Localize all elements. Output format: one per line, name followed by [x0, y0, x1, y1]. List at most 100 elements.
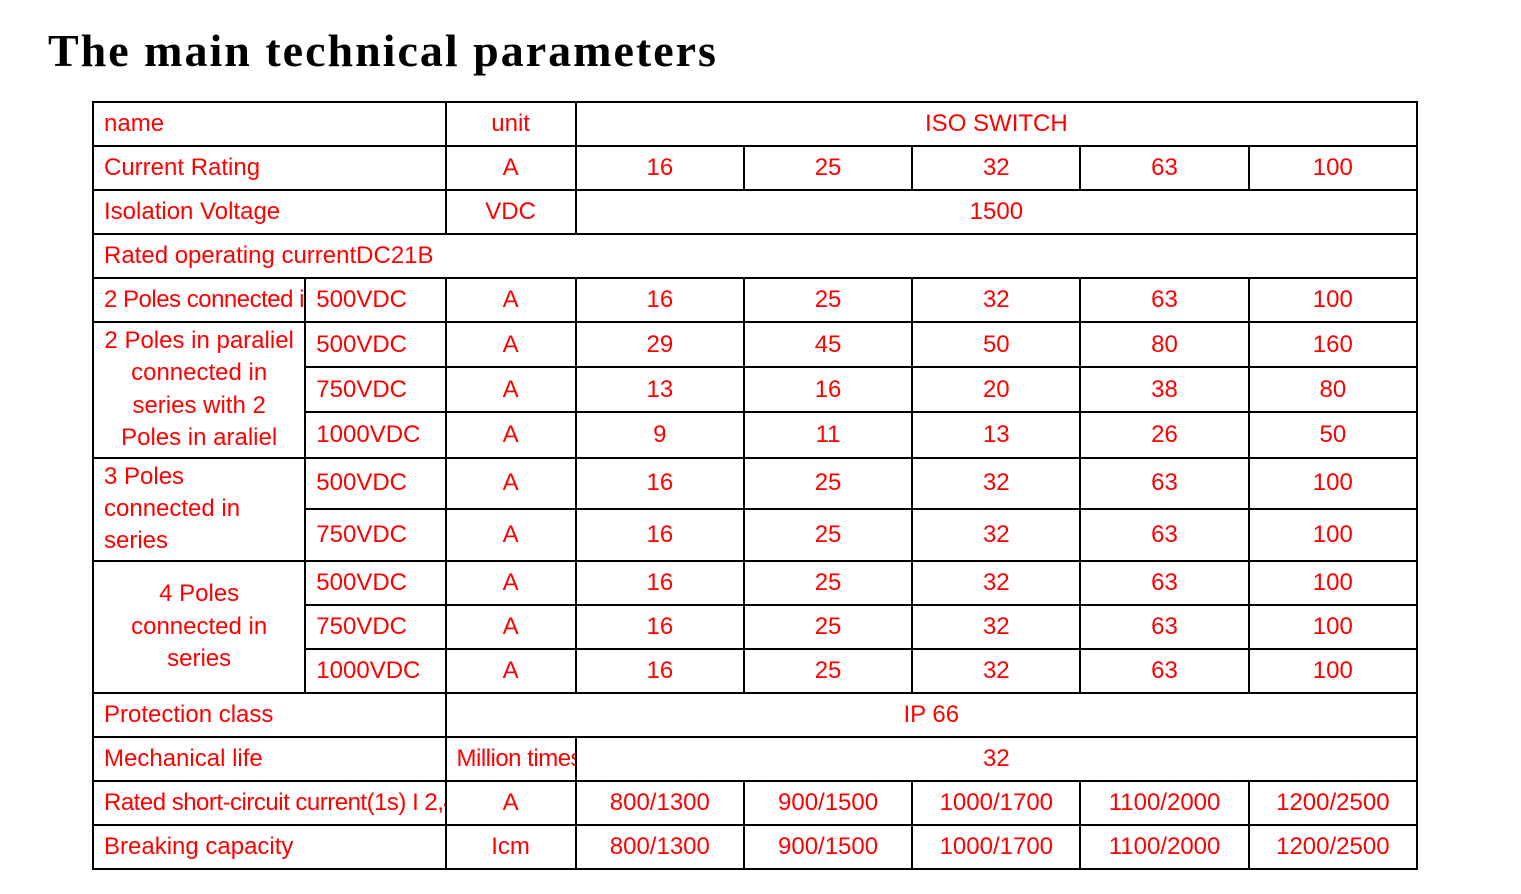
- row-unit: A: [446, 278, 576, 322]
- row-value: 32: [912, 509, 1080, 561]
- row-value: 16: [576, 458, 744, 510]
- breaking-capacity-value: 900/1500: [744, 825, 912, 869]
- row-value: 29: [576, 322, 744, 367]
- short-circuit-value: 1000/1700: [912, 781, 1080, 825]
- row-unit: A: [446, 412, 576, 457]
- row-value: 16: [576, 649, 744, 693]
- row-desc-text: 3 Poles connected in series: [104, 463, 240, 555]
- row-value: 26: [1080, 412, 1248, 457]
- header-product-label: ISO SWITCH: [576, 102, 1417, 146]
- row-unit: A: [446, 509, 576, 561]
- row-desc: 2 Poles connected in series: [93, 278, 305, 322]
- header-name-label: name: [93, 102, 446, 146]
- row-value: 38: [1080, 367, 1248, 412]
- row-voltage: 500VDC: [305, 278, 445, 322]
- row-desc: 4 Poles connected in series: [93, 561, 305, 693]
- table-row: Isolation Voltage VDC 1500: [93, 190, 1417, 234]
- row-value: 16: [576, 561, 744, 605]
- page-title: The main technical parameters: [48, 24, 1473, 77]
- table-row: Mechanical life Million times 32: [93, 737, 1417, 781]
- row-value: 80: [1249, 367, 1417, 412]
- table-row: 3 Poles connected in series 500VDC A 16 …: [93, 458, 1417, 510]
- row-unit: A: [446, 561, 576, 605]
- row-voltage: 750VDC: [305, 367, 445, 412]
- parameters-table: name unit ISO SWITCH Current Rating A 16…: [92, 101, 1418, 870]
- row-desc-text: 2 Poles in paraliel connected in series …: [104, 327, 293, 451]
- breaking-capacity-value: 1000/1700: [912, 825, 1080, 869]
- row-value: 100: [1249, 649, 1417, 693]
- isolation-voltage-unit: VDC: [446, 190, 576, 234]
- row-value: 45: [744, 322, 912, 367]
- row-value: 63: [1080, 458, 1248, 510]
- protection-class-value: IP 66: [446, 693, 1417, 737]
- row-value: 100: [1249, 458, 1417, 510]
- row-unit: A: [446, 458, 576, 510]
- mechanical-life-value: 32: [576, 737, 1417, 781]
- row-voltage: 500VDC: [305, 322, 445, 367]
- row-value: 50: [912, 322, 1080, 367]
- isolation-voltage-value: 1500: [576, 190, 1417, 234]
- row-value: 16: [576, 278, 744, 322]
- row-desc-text: 4 Poles connected in series: [131, 580, 267, 672]
- table-row: Protection class IP 66: [93, 693, 1417, 737]
- row-value: 25: [744, 605, 912, 649]
- row-value: 9: [576, 412, 744, 457]
- breaking-capacity-value: 1200/2500: [1249, 825, 1417, 869]
- short-circuit-label: Rated short-circuit current(1s) I 2,4/2+…: [93, 781, 446, 825]
- row-unit: A: [446, 322, 576, 367]
- row-value: 25: [744, 509, 912, 561]
- row-voltage: 500VDC: [305, 458, 445, 510]
- row-value: 160: [1249, 322, 1417, 367]
- row-value: 100: [1249, 605, 1417, 649]
- breaking-capacity-value: 1100/2000: [1080, 825, 1248, 869]
- isolation-voltage-label: Isolation Voltage: [93, 190, 446, 234]
- table-row: Breaking capacity Icm 800/1300 900/1500 …: [93, 825, 1417, 869]
- row-desc: 3 Poles connected in series: [93, 458, 305, 561]
- row-value: 50: [1249, 412, 1417, 457]
- row-desc: 2 Poles in paraliel connected in series …: [93, 322, 305, 458]
- row-voltage: 1000VDC: [305, 649, 445, 693]
- row-value: 16: [744, 367, 912, 412]
- short-circuit-value: 800/1300: [576, 781, 744, 825]
- current-rating-value: 32: [912, 146, 1080, 190]
- row-value: 25: [744, 649, 912, 693]
- row-value: 80: [1080, 322, 1248, 367]
- short-circuit-value: 1100/2000: [1080, 781, 1248, 825]
- row-value: 63: [1080, 509, 1248, 561]
- row-value: 32: [912, 458, 1080, 510]
- row-value: 32: [912, 561, 1080, 605]
- breaking-capacity-unit: Icm: [446, 825, 576, 869]
- row-value: 16: [576, 605, 744, 649]
- row-value: 100: [1249, 278, 1417, 322]
- table-row: Rated operating currentDC21B: [93, 234, 1417, 278]
- row-value: 16: [576, 509, 744, 561]
- row-unit: A: [446, 605, 576, 649]
- row-value: 25: [744, 458, 912, 510]
- row-value: 25: [744, 278, 912, 322]
- row-voltage: 750VDC: [305, 509, 445, 561]
- current-rating-unit: A: [446, 146, 576, 190]
- table-row: 4 Poles connected in series 500VDC A 16 …: [93, 561, 1417, 605]
- row-value: 100: [1249, 561, 1417, 605]
- row-value: 63: [1080, 278, 1248, 322]
- row-value: 63: [1080, 605, 1248, 649]
- row-unit: A: [446, 367, 576, 412]
- row-value: 100: [1249, 509, 1417, 561]
- row-value: 20: [912, 367, 1080, 412]
- table-row: 2 Poles connected in series 500VDC A 16 …: [93, 278, 1417, 322]
- current-rating-value: 25: [744, 146, 912, 190]
- row-value: 11: [744, 412, 912, 457]
- breaking-capacity-value: 800/1300: [576, 825, 744, 869]
- row-value: 13: [576, 367, 744, 412]
- current-rating-value: 63: [1080, 146, 1248, 190]
- mechanical-life-unit: Million times: [446, 737, 576, 781]
- row-value: 32: [912, 605, 1080, 649]
- row-value: 13: [912, 412, 1080, 457]
- table-row: Current Rating A 16 25 32 63 100: [93, 146, 1417, 190]
- mechanical-life-label: Mechanical life: [93, 737, 446, 781]
- rated-op-current-header: Rated operating currentDC21B: [93, 234, 1417, 278]
- row-value: 25: [744, 561, 912, 605]
- current-rating-value: 16: [576, 146, 744, 190]
- table-row: 2 Poles in paraliel connected in series …: [93, 322, 1417, 367]
- header-unit-label: unit: [446, 102, 576, 146]
